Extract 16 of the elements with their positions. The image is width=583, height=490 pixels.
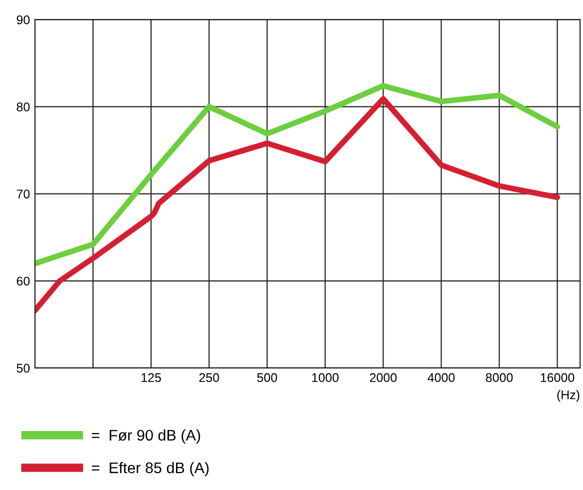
x-tick-label: 16000: [540, 373, 574, 382]
x-tick-label: 1000: [312, 373, 339, 382]
x-tick-label: 500: [257, 373, 278, 382]
x-tick-label: 250: [199, 373, 220, 382]
y-tick-label: 60: [16, 276, 30, 286]
x-tick-label: 125: [142, 373, 161, 382]
x-tick-label: 4000: [428, 373, 455, 382]
legend-label: = Efter 85 dB (A): [92, 462, 209, 476]
y-tick-label: 70: [16, 190, 30, 198]
y-tick-label: 90: [16, 15, 30, 24]
legend-label: = Før 90 dB (A): [92, 429, 200, 444]
x-tick-label: 8000: [486, 373, 513, 382]
x-axis-title: (Hz): [557, 390, 580, 402]
y-tick-label: 50: [16, 364, 30, 373]
x-tick-label: 2000: [370, 373, 397, 382]
y-tick-label: 80: [16, 102, 30, 112]
